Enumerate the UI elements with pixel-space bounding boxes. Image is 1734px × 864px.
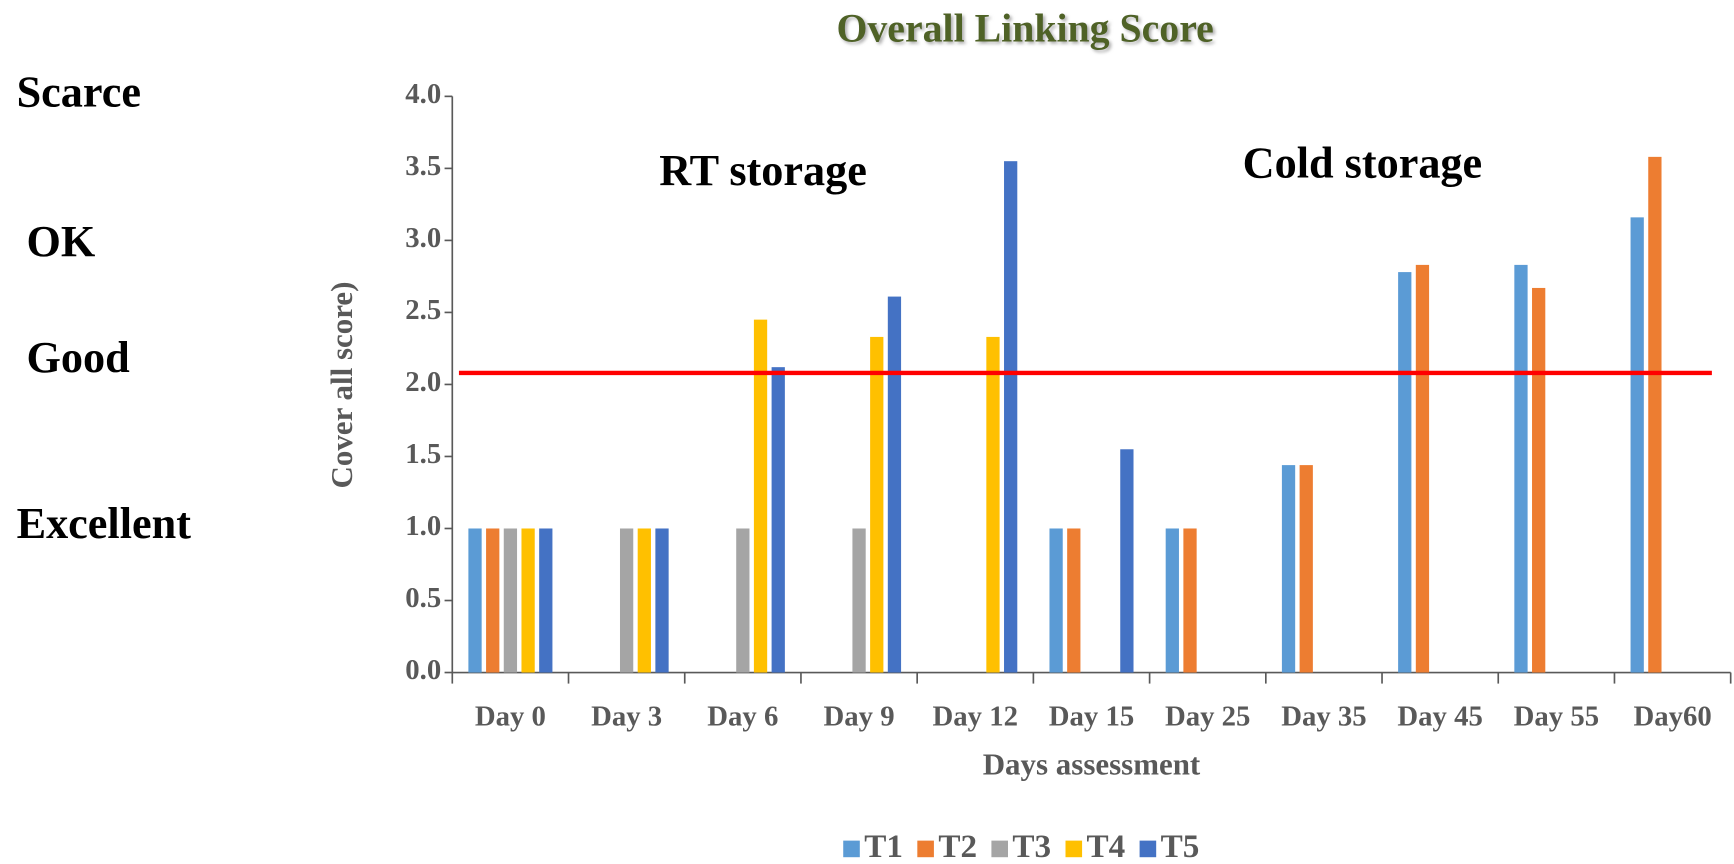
bar xyxy=(539,528,553,673)
x-axis-label: Days assessment xyxy=(983,747,1201,782)
bar xyxy=(486,528,500,673)
bar xyxy=(1120,449,1134,673)
bar xyxy=(521,528,535,673)
bar xyxy=(870,336,884,673)
x-tick-label: Day 9 xyxy=(824,701,895,733)
chart-title: Overall Linking Score xyxy=(836,6,1213,50)
bar xyxy=(1514,264,1528,673)
y-tick-label: 3.0 xyxy=(405,222,441,254)
y-tick-label: 1.5 xyxy=(405,438,441,470)
bar xyxy=(468,528,482,673)
x-tick-label: Day60 xyxy=(1633,701,1711,733)
bar xyxy=(1165,528,1179,673)
x-tick-label: Day 15 xyxy=(1049,701,1134,733)
bar xyxy=(852,528,866,673)
bar xyxy=(1630,217,1644,673)
x-tick-label: Day 55 xyxy=(1514,701,1599,733)
bar xyxy=(887,296,902,673)
bar xyxy=(1183,528,1197,673)
x-tick-label: Day 35 xyxy=(1281,701,1366,733)
annotation: RT storage xyxy=(659,146,867,195)
side-label: OK xyxy=(27,217,96,266)
x-tick-label: Day 12 xyxy=(933,701,1018,733)
bar xyxy=(1281,465,1296,673)
legend-swatch xyxy=(1065,840,1083,858)
bar xyxy=(986,336,1000,673)
x-tick-label: Day 3 xyxy=(591,701,662,733)
side-label: Scarce xyxy=(17,68,141,117)
bar xyxy=(1067,528,1081,673)
side-label: Excellent xyxy=(17,499,192,548)
y-tick-label: 2.0 xyxy=(405,366,441,398)
x-tick-label: Day 0 xyxy=(475,701,546,733)
bar xyxy=(1648,156,1662,673)
x-tick-label: Day 45 xyxy=(1397,701,1482,733)
bar xyxy=(736,528,750,673)
y-tick-label: 0.0 xyxy=(405,654,441,686)
bar xyxy=(771,367,785,673)
bar xyxy=(1532,287,1546,673)
side-label: Good xyxy=(27,333,131,382)
legend-swatch xyxy=(843,840,860,858)
y-tick-label: 3.5 xyxy=(405,150,441,182)
legend-label: T1 xyxy=(864,828,903,864)
legend-label: T5 xyxy=(1161,828,1200,864)
bar xyxy=(753,319,768,673)
y-axis-label: Cover all score) xyxy=(324,282,359,489)
legend-label: T4 xyxy=(1087,828,1126,864)
bar xyxy=(655,528,669,673)
bar xyxy=(619,528,634,673)
y-tick-label: 0.5 xyxy=(405,582,441,614)
y-tick-label: 2.5 xyxy=(405,294,441,326)
y-tick-label: 4.0 xyxy=(405,78,441,110)
bar xyxy=(1004,161,1018,673)
annotation: Cold storage xyxy=(1243,138,1482,187)
x-tick-label: Day 25 xyxy=(1165,701,1250,733)
bar xyxy=(1398,272,1412,673)
legend-swatch xyxy=(1139,840,1157,858)
legend-label: T2 xyxy=(938,828,977,864)
bar xyxy=(503,528,518,673)
bar xyxy=(1299,465,1313,673)
legend-swatch xyxy=(991,840,1008,858)
x-tick-label: Day 6 xyxy=(707,701,778,733)
y-tick-label: 1.0 xyxy=(405,510,441,542)
bar xyxy=(637,528,651,673)
bar xyxy=(1415,264,1430,673)
legend-swatch xyxy=(917,840,934,858)
bar xyxy=(1049,528,1063,673)
legend-label: T3 xyxy=(1012,828,1051,864)
